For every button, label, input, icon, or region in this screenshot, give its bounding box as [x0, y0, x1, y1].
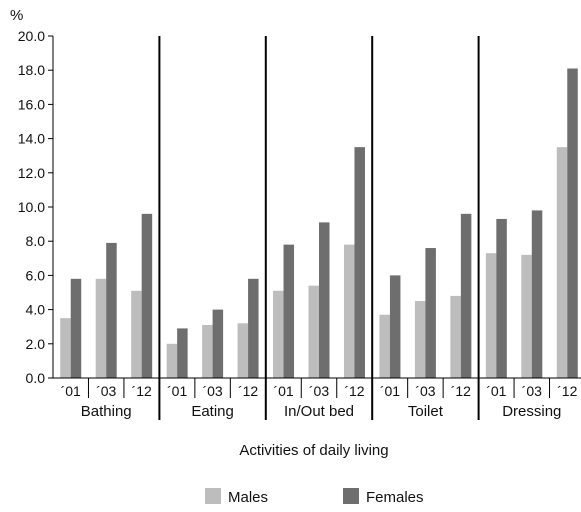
y-tick-label: 18.0	[18, 62, 45, 78]
bar-males-eating-1	[202, 324, 213, 378]
bar-males-bathing-0	[60, 318, 71, 378]
y-tick-label: 0.0	[26, 370, 46, 386]
y-tick-label: 2.0	[26, 336, 46, 352]
bar-males-bathing-2	[131, 290, 142, 378]
bar-males-toilet-0	[379, 314, 390, 378]
x-year-label: ´01	[486, 383, 506, 399]
bar-females-eating-2	[248, 278, 259, 378]
y-tick-label: 4.0	[26, 302, 46, 318]
bar-females-toilet-0	[389, 275, 401, 378]
bar-males-dressing-1	[521, 254, 532, 378]
x-year-label: ´03	[309, 383, 329, 399]
x-year-label: ´01	[61, 383, 81, 399]
y-tick-label: 20.0	[18, 28, 45, 44]
x-group-label: In/Out bed	[284, 403, 354, 420]
bars	[60, 68, 578, 379]
y-tick-label: 16.0	[18, 96, 45, 112]
bar-males-in-out-bed-0	[273, 290, 284, 378]
bar-females-eating-1	[212, 309, 224, 378]
y-axis-unit-label: %	[10, 7, 23, 24]
x-group-label: Bathing	[81, 403, 132, 420]
bar-males-bathing-1	[95, 278, 107, 378]
bar-females-dressing-1	[531, 210, 543, 378]
legend-label-males: Males	[228, 489, 268, 506]
x-year-label: ´12	[238, 383, 258, 399]
bar-males-in-out-bed-1	[308, 285, 319, 378]
x-year-label: ´01	[273, 383, 293, 399]
x-year-label: ´12	[557, 383, 577, 399]
x-year-label: ´01	[380, 383, 400, 399]
x-year-label: ´03	[522, 383, 542, 399]
y-tick-label: 6.0	[26, 267, 46, 283]
bar-females-in-out-bed-1	[319, 222, 330, 378]
bar-females-toilet-2	[460, 213, 472, 378]
bar-females-bathing-2	[141, 213, 153, 378]
x-group-label: Toilet	[408, 403, 444, 420]
x-year-label: ´03	[202, 383, 222, 399]
x-year-label: ´03	[415, 383, 435, 399]
bar-males-in-out-bed-2	[343, 244, 355, 378]
bar-females-toilet-1	[425, 248, 436, 378]
x-year-label: ´12	[344, 383, 364, 399]
legend-swatch-males	[205, 488, 221, 504]
bar-males-toilet-1	[414, 301, 426, 378]
y-axis: 0.0 2.0 4.0 6.0 8.0 10.0 12.0 14.0 16.0 18.0 20.0	[18, 28, 54, 386]
bar-males-dressing-2	[556, 147, 568, 378]
bar-males-eating-0	[166, 343, 178, 378]
bar-males-toilet-2	[450, 295, 461, 378]
x-year-label: ´01	[167, 383, 187, 399]
y-tick-label: 14.0	[18, 131, 45, 147]
x-group-label: Dressing	[502, 403, 561, 420]
y-tick-label: 8.0	[26, 233, 46, 249]
legend: Males Females	[205, 488, 424, 506]
x-year-label: ´12	[132, 383, 152, 399]
bar-females-in-out-bed-2	[354, 147, 365, 378]
y-tick-label: 12.0	[18, 165, 45, 181]
bar-females-dressing-2	[567, 68, 578, 379]
bar-females-dressing-0	[496, 218, 507, 378]
x-group-label: Eating	[191, 403, 234, 420]
legend-label-females: Females	[366, 489, 424, 506]
x-axis-title: Activities of daily living	[239, 442, 388, 459]
bar-females-eating-0	[177, 328, 188, 378]
x-year-label: ´12	[451, 383, 471, 399]
bar-males-dressing-0	[485, 253, 497, 378]
x-year-label: ´03	[96, 383, 116, 399]
legend-swatch-females	[343, 488, 359, 504]
bar-males-eating-2	[237, 323, 249, 378]
y-tick-label: 10.0	[18, 199, 45, 215]
bar-females-bathing-1	[106, 242, 117, 378]
bar-females-bathing-0	[70, 278, 82, 378]
bar-females-in-out-bed-0	[283, 244, 295, 378]
